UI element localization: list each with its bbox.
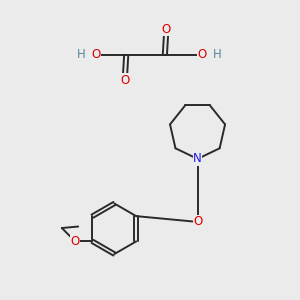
Text: N: N <box>193 152 202 165</box>
Text: O: O <box>92 48 101 62</box>
Text: H: H <box>77 48 85 62</box>
Text: O: O <box>162 23 171 36</box>
Text: O: O <box>193 215 202 228</box>
Text: O: O <box>193 215 202 228</box>
Text: O: O <box>197 48 207 62</box>
Text: O: O <box>120 74 129 87</box>
Text: H: H <box>213 48 222 62</box>
Text: O: O <box>70 235 80 248</box>
